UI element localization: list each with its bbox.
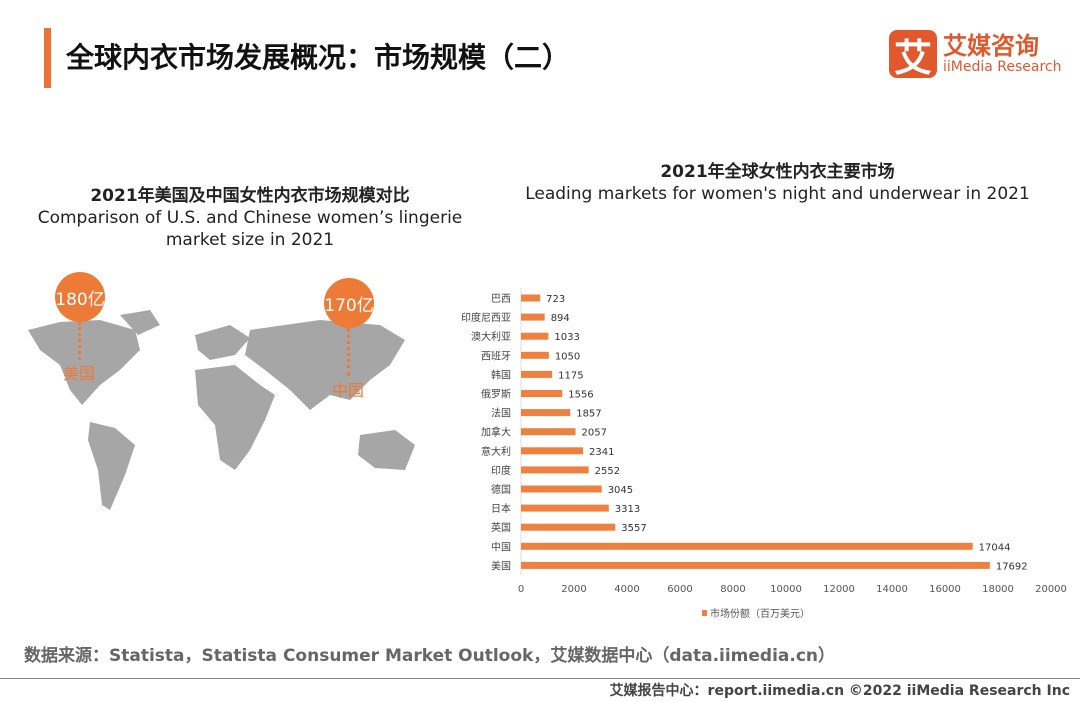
data-source: 数据来源：Statista，Statista Consumer Market O…	[24, 646, 836, 666]
data-label: 2552	[595, 466, 620, 477]
category-label: 美国	[491, 559, 511, 572]
x-tick-label: 16000	[929, 584, 961, 595]
data-label: 17692	[996, 561, 1028, 572]
category-label: 韩国	[491, 368, 511, 381]
bar-chart: 巴西 723 印度尼西亚 894 澳大利亚 1033 西班牙 1050 韩国 1175 俄罗斯 155…	[461, 288, 1067, 620]
category-label: 印度	[491, 464, 511, 477]
bar	[521, 485, 602, 493]
data-label: 1175	[558, 370, 583, 381]
south-america	[88, 422, 135, 510]
footer-divider	[0, 678, 1080, 679]
x-tick-label: 12000	[823, 584, 855, 595]
category-label: 俄罗斯	[481, 388, 511, 401]
page-title: 全球内衣市场发展概况：市场规模（二）	[66, 41, 571, 74]
world-map	[28, 310, 415, 510]
x-tick-label: 20000	[1035, 584, 1067, 595]
category-label: 印度尼西亚	[461, 311, 511, 324]
x-tick-label: 14000	[876, 584, 908, 595]
left-title-en: Comparison of U.S. and Chinese women’s l…	[37, 208, 463, 250]
logo: 艾 艾媒咨询 iiMedia Research	[889, 30, 1062, 80]
data-label: 1857	[576, 409, 601, 420]
data-label: 3313	[615, 504, 640, 515]
bar	[521, 294, 541, 302]
footer-text: 艾媒报告中心：report.iimedia.cn ©2022 iiMedia R…	[609, 683, 1070, 699]
x-tick-label: 6000	[667, 584, 692, 595]
category-label: 澳大利亚	[471, 330, 511, 343]
title-accent-bar	[44, 28, 51, 88]
category-label: 日本	[491, 502, 511, 515]
category-label: 加拿大	[481, 426, 511, 439]
data-label: 17044	[979, 542, 1011, 553]
data-label: 1050	[555, 351, 580, 362]
cn-value-bubble: 170亿	[324, 278, 374, 328]
category-label: 巴西	[491, 293, 511, 305]
australia	[358, 430, 415, 470]
bar	[521, 409, 571, 417]
cn-connector	[347, 328, 350, 376]
legend-label: 市场份额（百万美元）	[710, 607, 810, 620]
bar	[521, 370, 553, 378]
x-tick-label: 8000	[720, 584, 745, 595]
europe	[195, 325, 250, 360]
left-title-cn: 2021年美国及中国女性内衣市场规模对比	[90, 186, 410, 206]
data-label: 723	[546, 294, 565, 305]
bar	[521, 561, 990, 569]
data-label: 894	[551, 313, 570, 324]
data-label: 3557	[621, 523, 646, 534]
category-label: 中国	[491, 540, 511, 553]
data-label: 2057	[582, 428, 607, 439]
right-title-cn: 2021年全球女性内衣主要市场	[660, 162, 895, 182]
bar	[521, 313, 545, 321]
us-label: 美国	[63, 364, 96, 383]
bar	[521, 447, 584, 455]
category-label: 法国	[491, 407, 511, 420]
cn-label: 中国	[332, 381, 365, 400]
data-label: 3045	[608, 485, 633, 496]
data-label: 1033	[554, 332, 579, 343]
us-connector	[78, 322, 81, 360]
us-value-bubble: 180亿	[55, 272, 105, 322]
logo-name-cn: 艾媒咨询	[943, 32, 1039, 60]
legend-swatch	[702, 610, 707, 616]
bar	[521, 428, 576, 436]
x-tick-label: 18000	[982, 584, 1014, 595]
bar	[521, 542, 973, 550]
category-label: 英国	[491, 521, 511, 534]
data-label: 2341	[589, 447, 614, 458]
category-label: 意大利	[481, 445, 511, 458]
data-label: 1556	[568, 390, 593, 401]
bar	[521, 390, 563, 397]
asia	[245, 320, 405, 410]
bar	[521, 351, 549, 359]
greenland	[120, 310, 160, 335]
right-chart-title: 2021年全球女性内衣主要市场 Leading markets for wome…	[520, 161, 1035, 205]
logo-name-en: iiMedia Research	[943, 59, 1062, 75]
north-america	[28, 320, 140, 405]
x-tick-label: 4000	[614, 584, 639, 595]
africa	[195, 365, 275, 470]
category-label: 德国	[491, 483, 511, 496]
bar	[521, 523, 616, 531]
bar	[521, 466, 589, 474]
bar	[521, 504, 609, 512]
logo-mark: 艾	[889, 30, 937, 80]
right-title-en: Leading markets for women's night and un…	[525, 184, 1030, 204]
bar	[521, 332, 549, 340]
x-tick-label: 10000	[770, 584, 802, 595]
x-tick-label: 2000	[561, 584, 586, 595]
left-chart-title: 2021年美国及中国女性内衣市场规模对比 Comparison of U.S. …	[0, 185, 500, 251]
category-label: 西班牙	[481, 350, 511, 362]
x-tick-label: 0	[518, 584, 524, 595]
